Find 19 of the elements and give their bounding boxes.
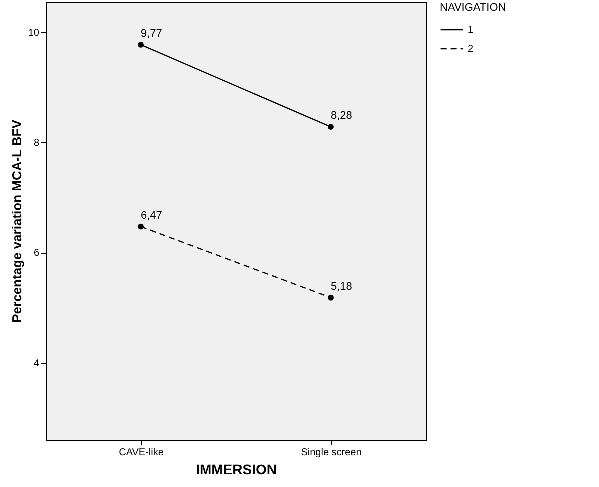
y-axis-title: Percentage variation MCA-L BFV (9, 120, 24, 323)
point (328, 294, 334, 301)
x-tick-label: CAVE-like (119, 448, 164, 458)
legend-label: 1 (468, 25, 474, 36)
y-tick-label: 6 (34, 248, 40, 260)
y-tick-label: 8 (34, 138, 40, 149)
point (138, 42, 144, 48)
legend-title: NAVIGATION (440, 2, 506, 14)
data-label: 6,47 (141, 210, 162, 222)
y-tick-label: 10 (28, 28, 40, 39)
legend-label: 2 (468, 44, 474, 55)
data-label: 9,77 (141, 28, 162, 40)
point (328, 124, 334, 130)
x-tick-label: Single screen (301, 448, 362, 458)
point (138, 224, 144, 230)
y-tick-label: 4 (34, 358, 40, 370)
x-axis-title: IMMERSION (196, 462, 277, 478)
data-label: 8,28 (331, 110, 352, 122)
data-label: 5,18 (331, 280, 352, 293)
